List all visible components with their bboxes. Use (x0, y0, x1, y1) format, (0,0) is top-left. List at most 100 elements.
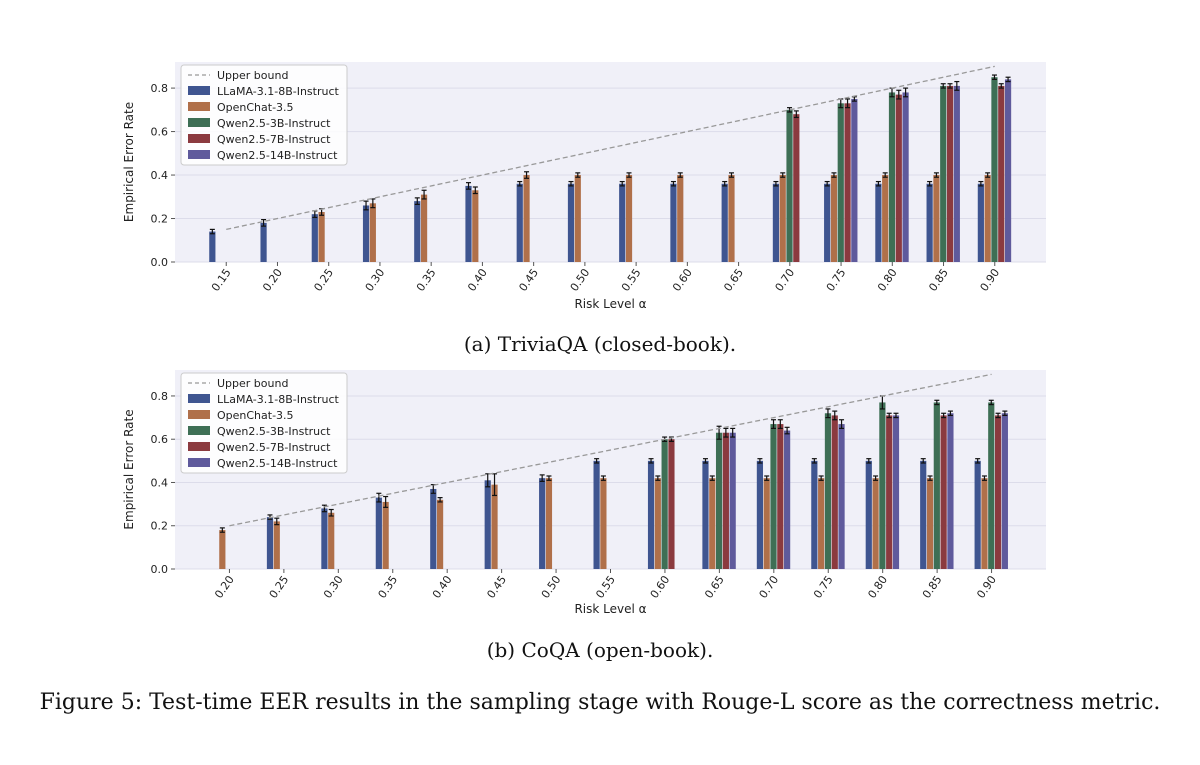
bar (574, 175, 581, 262)
bar (600, 478, 607, 569)
bar (933, 175, 940, 262)
legend-label: Qwen2.5-7B-Instruct (217, 441, 331, 454)
legend-label: Qwen2.5-3B-Instruct (217, 425, 331, 438)
bar (266, 517, 274, 569)
legend-swatch (188, 410, 210, 419)
x-tick-label: 0.70 (773, 266, 798, 294)
bar (886, 415, 893, 569)
y-tick-label: 0.2 (151, 520, 169, 533)
x-tick-label: 0.65 (702, 573, 727, 601)
bar (824, 183, 831, 262)
bar (728, 175, 735, 262)
bar (851, 98, 858, 263)
x-tick-label: 0.60 (648, 573, 673, 601)
bar (838, 424, 845, 569)
x-tick-label: 0.85 (920, 573, 945, 601)
legend-box (180, 372, 348, 474)
legend-label: Upper bound (217, 377, 288, 390)
bar (273, 521, 280, 569)
bar (953, 85, 960, 262)
bar (770, 424, 777, 569)
x-axis-label: Risk Level α (574, 602, 646, 616)
bar (722, 432, 729, 569)
bar (484, 480, 491, 569)
bar (824, 413, 832, 569)
bar (721, 183, 728, 262)
bar (946, 85, 954, 262)
x-tick-label: 0.55 (593, 573, 618, 601)
bar (375, 497, 382, 569)
legend-label: Upper bound (217, 69, 288, 82)
legend-box (180, 64, 348, 166)
y-tick-label: 0.8 (151, 390, 169, 403)
bar (677, 175, 684, 262)
legend-label: Qwen2.5-14B-Instruct (217, 457, 338, 470)
bar (988, 402, 995, 569)
bar (784, 430, 791, 569)
bar (516, 183, 523, 262)
x-tick-label: 0.35 (376, 573, 401, 601)
bar (619, 183, 626, 262)
bar (977, 183, 984, 262)
x-tick-label: 0.40 (430, 573, 455, 601)
bar (865, 460, 872, 569)
legend-swatch (188, 118, 210, 127)
x-tick-label: 0.15 (209, 266, 234, 294)
legend-label: Qwen2.5-14B-Instruct (217, 149, 338, 162)
chart-triviaqa: 0.0 0.2 0.4 0.6 0.8 Empirical Error Rate 0.15 0… (122, 62, 1046, 311)
bar (920, 460, 927, 569)
bar (940, 415, 947, 569)
chart-coqa: 0.0 0.2 0.4 0.6 0.8 Empirical Error Rate 0.20 0… (122, 370, 1046, 616)
subfigure-caption-b: (b) CoQA (open-book). (486, 638, 714, 662)
bar (420, 194, 428, 262)
bar (756, 460, 764, 569)
legend-swatch (188, 426, 210, 435)
bar (998, 85, 1005, 262)
bar (879, 402, 886, 569)
bar (311, 214, 318, 262)
bar (430, 488, 437, 569)
legend-label: OpenChat-3.5 (217, 101, 294, 114)
bar (702, 460, 709, 569)
bar (209, 231, 216, 262)
x-tick-label: 0.75 (824, 266, 849, 294)
bar (974, 460, 981, 569)
bar (830, 175, 838, 262)
x-tick-label: 0.45 (484, 573, 509, 601)
x-tick-label: 0.30 (363, 266, 388, 294)
bar (984, 175, 991, 262)
bar (777, 424, 784, 569)
legend-swatch (188, 442, 210, 451)
x-tick-label: 0.35 (414, 266, 439, 294)
bar (882, 175, 889, 262)
bar (763, 478, 770, 569)
y-tick-label: 0.0 (151, 256, 169, 269)
bar (895, 94, 902, 262)
x-tick-label: 0.45 (516, 266, 541, 294)
x-tick-label: 0.80 (875, 266, 900, 294)
x-tick-label: 0.25 (311, 266, 336, 294)
subfigure-caption-a: (a) TriviaQA (closed-book). (463, 332, 737, 356)
bar (902, 92, 909, 262)
bar (318, 212, 325, 262)
bar (219, 530, 226, 569)
upper-bound-line (229, 373, 992, 527)
bar (369, 203, 376, 262)
x-tick-label: 0.40 (465, 266, 490, 294)
bar (940, 85, 947, 262)
bar (811, 460, 818, 569)
bar (647, 460, 655, 569)
y-tick-label: 0.4 (151, 476, 169, 489)
bar (818, 478, 825, 569)
bar (926, 183, 933, 262)
bar (545, 478, 553, 569)
bar (888, 92, 896, 262)
x-tick-label: 0.55 (619, 266, 644, 294)
bar (926, 478, 934, 569)
x-tick-label: 0.90 (974, 573, 999, 601)
bar (491, 484, 498, 569)
bar (872, 478, 879, 569)
legend-label: LLaMA-3.1-8B-Instruct (217, 393, 340, 406)
bar (414, 201, 421, 262)
bar (539, 478, 546, 569)
